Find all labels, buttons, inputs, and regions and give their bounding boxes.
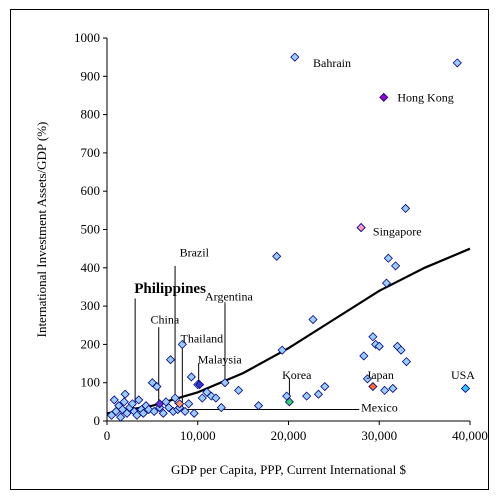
- y-tick-label: 300: [81, 298, 101, 313]
- data-point: [119, 397, 129, 407]
- y-tick-label: 200: [81, 336, 101, 351]
- point-hong-kong: [379, 92, 389, 102]
- annotation-lines: [134, 265, 360, 411]
- data-point: [313, 389, 324, 399]
- y-tick-label: 100: [81, 375, 101, 390]
- point-malaysia: [194, 380, 205, 390]
- y-tick-label: 800: [81, 107, 101, 122]
- data-point: [381, 278, 392, 288]
- annotation-korea: Korea: [282, 368, 312, 382]
- x-tick-label: 0: [104, 428, 111, 443]
- data-point: [401, 357, 412, 367]
- point-philippines: [155, 399, 165, 409]
- labels-layer: Bahrain Hong Kong Singapore Brazil Philippin…: [134, 56, 475, 415]
- annotation-argentina: Argentina: [205, 290, 253, 304]
- data-point: [388, 383, 398, 394]
- y-axis-title: International Investment Assets/GDP (%): [34, 122, 49, 338]
- data-point: [120, 389, 130, 399]
- data-point: [216, 403, 226, 413]
- data-point: [180, 406, 190, 416]
- data-point: [138, 408, 148, 418]
- y-tick-label: 500: [81, 222, 101, 237]
- y-tick-label: 600: [81, 183, 101, 198]
- point-japan: [368, 381, 378, 392]
- data-point: [290, 52, 300, 62]
- y-tick-label: 900: [81, 68, 101, 83]
- data-point: [197, 393, 207, 403]
- y-tick-label: 0: [94, 413, 101, 428]
- point-brazil: [175, 399, 185, 409]
- data-point: [234, 385, 244, 395]
- annotation-china: China: [151, 313, 180, 327]
- annotation-brazil: Brazil: [180, 245, 210, 259]
- data-point: [401, 203, 411, 214]
- annotation-singapore: Singapore: [373, 224, 422, 238]
- data-point: [109, 395, 119, 405]
- data-point: [277, 345, 287, 355]
- data-point: [186, 372, 196, 382]
- x-tick-label: 20,000: [271, 428, 307, 443]
- data-point: [359, 351, 369, 361]
- y-tick-label: 700: [81, 145, 101, 160]
- x-tick-label: 40,000: [452, 428, 488, 443]
- data-point: [374, 341, 384, 351]
- point-usa: [460, 383, 471, 394]
- x-tick-label: 10,000: [180, 428, 216, 443]
- data-point: [391, 261, 401, 271]
- data-point: [272, 251, 282, 261]
- x-tick-label: 30,000: [361, 428, 397, 443]
- data-point: [362, 374, 373, 384]
- data-point: [116, 412, 126, 422]
- data-point: [253, 401, 264, 411]
- data-point: [220, 378, 230, 388]
- point-korea: [284, 397, 294, 407]
- y-tick-label: 1000: [74, 30, 100, 45]
- data-point: [308, 314, 318, 325]
- data-point: [189, 408, 199, 418]
- annotation-bahrain: Bahrain: [313, 56, 351, 70]
- x-axis-title: GDP per Capita, PPP, Current Internation…: [171, 462, 406, 477]
- data-point: [127, 399, 137, 409]
- point-singapore: [356, 223, 366, 233]
- y-tick-label: 400: [81, 260, 101, 275]
- data-point: [158, 408, 168, 418]
- annotation-thailand: Thailand: [181, 332, 224, 346]
- annotation-philippines: Philippines: [134, 281, 206, 297]
- axes: 0 100 200 300 400 500 600 700 800 900 1000 0 10,000 2…: [34, 30, 488, 477]
- data-point: [165, 355, 176, 365]
- data-point: [320, 381, 330, 392]
- data-point: [149, 406, 159, 416]
- trend-line: [106, 247, 471, 415]
- data-point: [211, 393, 221, 403]
- data-point: [170, 393, 180, 403]
- annotation-japan: Japan: [367, 368, 394, 382]
- data-point: [184, 399, 194, 409]
- data-point: [383, 253, 393, 263]
- data-point: [368, 332, 378, 342]
- data-point: [380, 385, 390, 395]
- trend-layer: [106, 247, 471, 415]
- data-point: [452, 58, 462, 68]
- annotation-usa: USA: [451, 368, 475, 382]
- data-point: [396, 345, 406, 355]
- annotation-hong-kong: Hong Kong: [397, 90, 453, 104]
- data-point: [152, 381, 162, 392]
- data-point: [134, 395, 144, 405]
- data-point: [177, 339, 187, 349]
- annotation-mexico: Mexico: [361, 401, 398, 415]
- points-layer: [106, 52, 471, 422]
- data-point: [302, 391, 312, 401]
- annotation-malaysia: Malaysia: [198, 353, 243, 367]
